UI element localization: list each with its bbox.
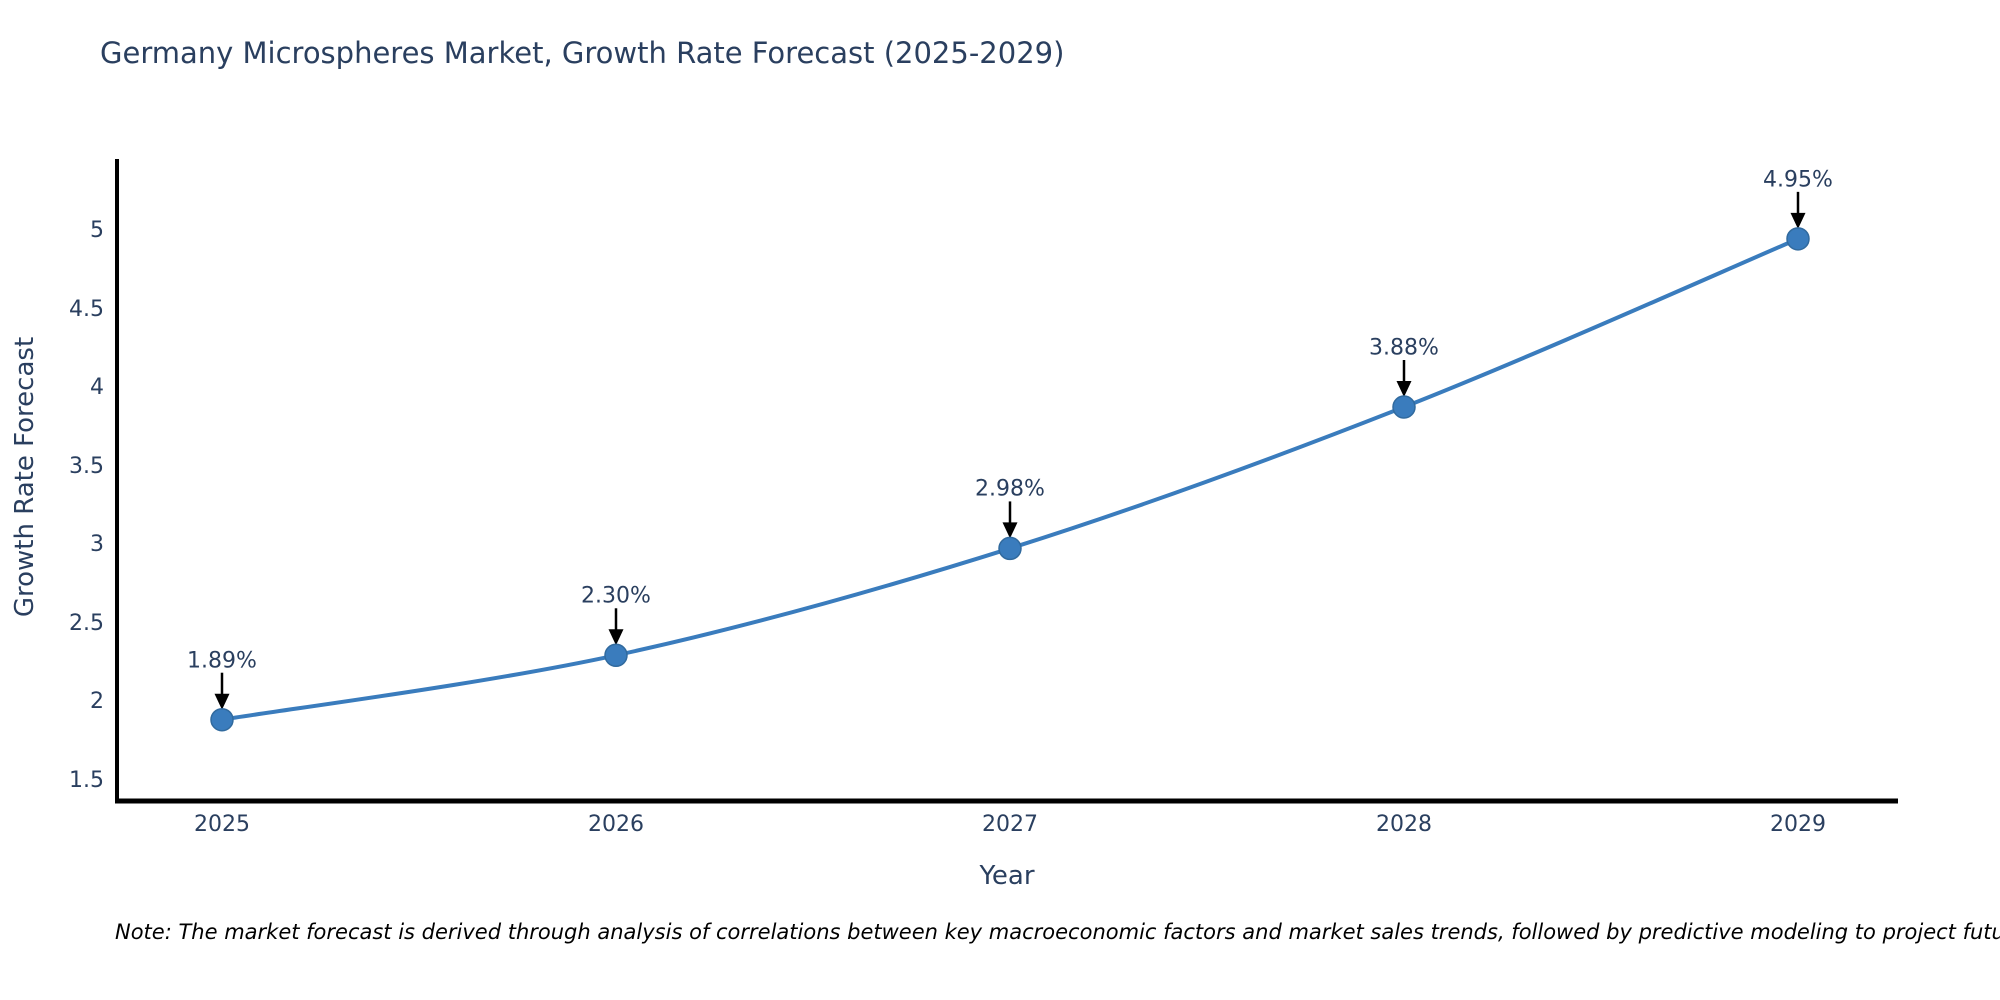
data-point-marker [1786, 227, 1810, 251]
point-value-label: 3.88% [1369, 335, 1439, 361]
annotation-arrowhead-icon [1002, 522, 1018, 539]
annotation-arrowhead-icon [1396, 380, 1412, 397]
x-axis-title: Year [979, 861, 1035, 891]
y-tick-label: 2 [90, 689, 104, 715]
footnote: Note: The market forecast is derived thr… [115, 920, 2000, 944]
x-tick-label: 2028 [1376, 812, 1432, 837]
x-tick-label: 2029 [1770, 812, 1826, 837]
y-tick-label: 3.5 [69, 453, 104, 479]
y-tick-label: 1.5 [69, 767, 104, 793]
y-axis-title: Growth Rate Forecast [10, 336, 40, 618]
x-tick-label: 2027 [982, 812, 1038, 837]
y-tick-label: 4.5 [69, 296, 104, 322]
y-tick-label: 5 [90, 218, 104, 243]
point-value-label: 1.89% [187, 648, 257, 674]
annotation-arrows-layer [214, 191, 1806, 710]
data-point-marker [210, 707, 234, 732]
chart-title: Germany Microspheres Market, Growth Rate… [100, 36, 1065, 70]
annotation-arrowhead-icon [608, 629, 624, 646]
annotation-arrowhead-icon [1790, 212, 1806, 229]
point-value-label: 2.30% [581, 583, 651, 609]
point-value-label: 4.95% [1763, 167, 1833, 193]
data-point-marker [1392, 395, 1416, 419]
y-tick-label: 3 [90, 532, 104, 558]
data-point-marker [998, 536, 1022, 561]
annotation-arrowhead-icon [214, 693, 230, 710]
y-tick-label: 2.5 [69, 610, 104, 636]
x-tick-label: 2025 [194, 812, 250, 837]
markers-layer [210, 227, 1810, 732]
data-point-marker [604, 643, 628, 668]
y-tick-label: 4 [90, 375, 104, 401]
point-value-label: 2.98% [975, 476, 1045, 502]
x-tick-label: 2026 [588, 812, 644, 837]
